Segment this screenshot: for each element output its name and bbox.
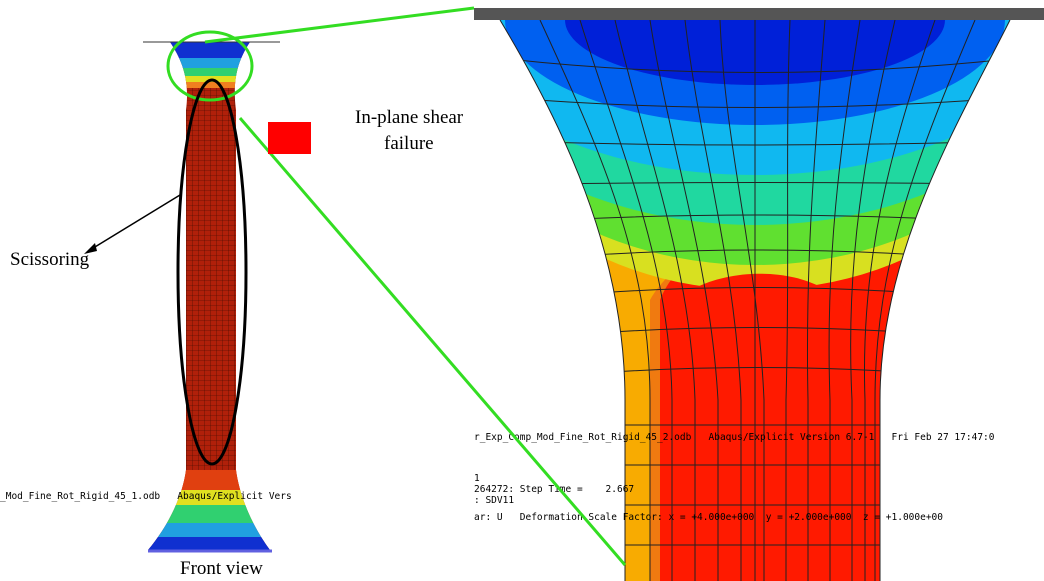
overlay-line: ar: U Deformation Scale Factor: x = +4.0… — [474, 512, 943, 523]
overlay-text: _Mod_Fine_Rot_Rigid_45_1.odb Abaqus/Expl… — [0, 491, 292, 502]
overlay-line: r_Exp_Comp_Mod_Fine_Rot_Rigid_45_2.odb A… — [474, 432, 995, 443]
specimen-front — [140, 40, 280, 555]
zoom-link — [240, 118, 625, 565]
overlay-line: 264272: Step Time = 2.667 — [474, 484, 634, 495]
zoom-link — [205, 8, 474, 42]
label: Scissoring — [10, 249, 90, 270]
overlay-line: 1 — [474, 473, 480, 484]
overlay-line: : SDV11 — [474, 495, 514, 506]
label: failure — [384, 133, 434, 154]
legend-swatch — [268, 122, 311, 154]
arrow — [90, 195, 180, 250]
label: In-plane shear — [355, 107, 464, 128]
top-plate — [474, 8, 1044, 20]
caption: Front view — [180, 558, 263, 579]
figure: _Mod_Fine_Rot_Rigid_45_1.odb Abaqus/Expl… — [0, 0, 1044, 581]
